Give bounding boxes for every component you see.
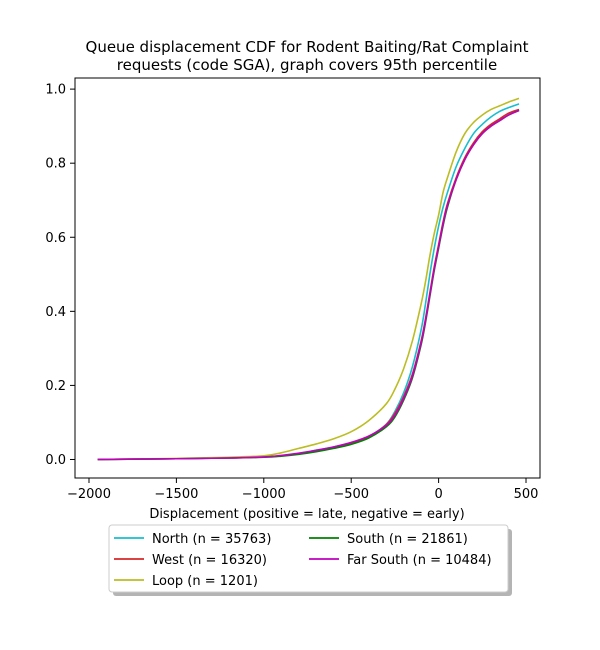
legend-entries: North (n = 35763) West (n = 16320) Loop (n… bbox=[114, 532, 492, 589]
x-tick-label: −1000 bbox=[242, 487, 286, 502]
legend-label-4: Far South (n = 10484) bbox=[347, 553, 492, 568]
series-line-2 bbox=[97, 97, 520, 461]
plot-area: −2000 −1500 −1000 −500 0 500 0.0 0.2 0.4 0.6 0.8 1… bbox=[45, 77, 541, 502]
x-tick-label: −2000 bbox=[67, 487, 111, 502]
chart-title-line-1: Queue displacement CDF for Rodent Baitin… bbox=[86, 38, 529, 56]
x-tick-label: −1500 bbox=[154, 487, 198, 502]
series-lines bbox=[97, 97, 520, 461]
legend-label-1: West (n = 16320) bbox=[152, 553, 267, 568]
legend: North (n = 35763) West (n = 16320) Loop (n… bbox=[108, 524, 512, 596]
y-tick-label: 1.0 bbox=[45, 83, 66, 98]
legend-label-2: Loop (n = 1201) bbox=[152, 574, 258, 589]
legend-box bbox=[108, 524, 509, 593]
y-tick-label: 0.4 bbox=[45, 305, 66, 320]
x-tick-label: −500 bbox=[333, 487, 369, 502]
y-tick-label: 0.2 bbox=[45, 379, 66, 394]
y-tick-label: 0.6 bbox=[45, 231, 66, 246]
x-axis-label: Displacement (positive = late, negative … bbox=[149, 507, 464, 522]
chart-title-line-2: requests (code SGA), graph covers 95th p… bbox=[117, 56, 497, 74]
y-tick-label: 0.8 bbox=[45, 157, 66, 172]
x-tick-label: 0 bbox=[434, 487, 442, 502]
legend-label-3: South (n = 21861) bbox=[347, 532, 468, 547]
x-tick-label: 500 bbox=[514, 487, 539, 502]
y-tick-label: 0.0 bbox=[45, 453, 66, 468]
legend-label-0: North (n = 35763) bbox=[152, 532, 271, 547]
series-line-4 bbox=[97, 109, 520, 461]
x-axis-ticks: −2000 −1500 −1000 −500 0 500 bbox=[67, 478, 538, 502]
y-axis-ticks: 0.0 0.2 0.4 0.6 0.8 1.0 bbox=[45, 83, 75, 468]
plot-frame bbox=[74, 77, 541, 479]
